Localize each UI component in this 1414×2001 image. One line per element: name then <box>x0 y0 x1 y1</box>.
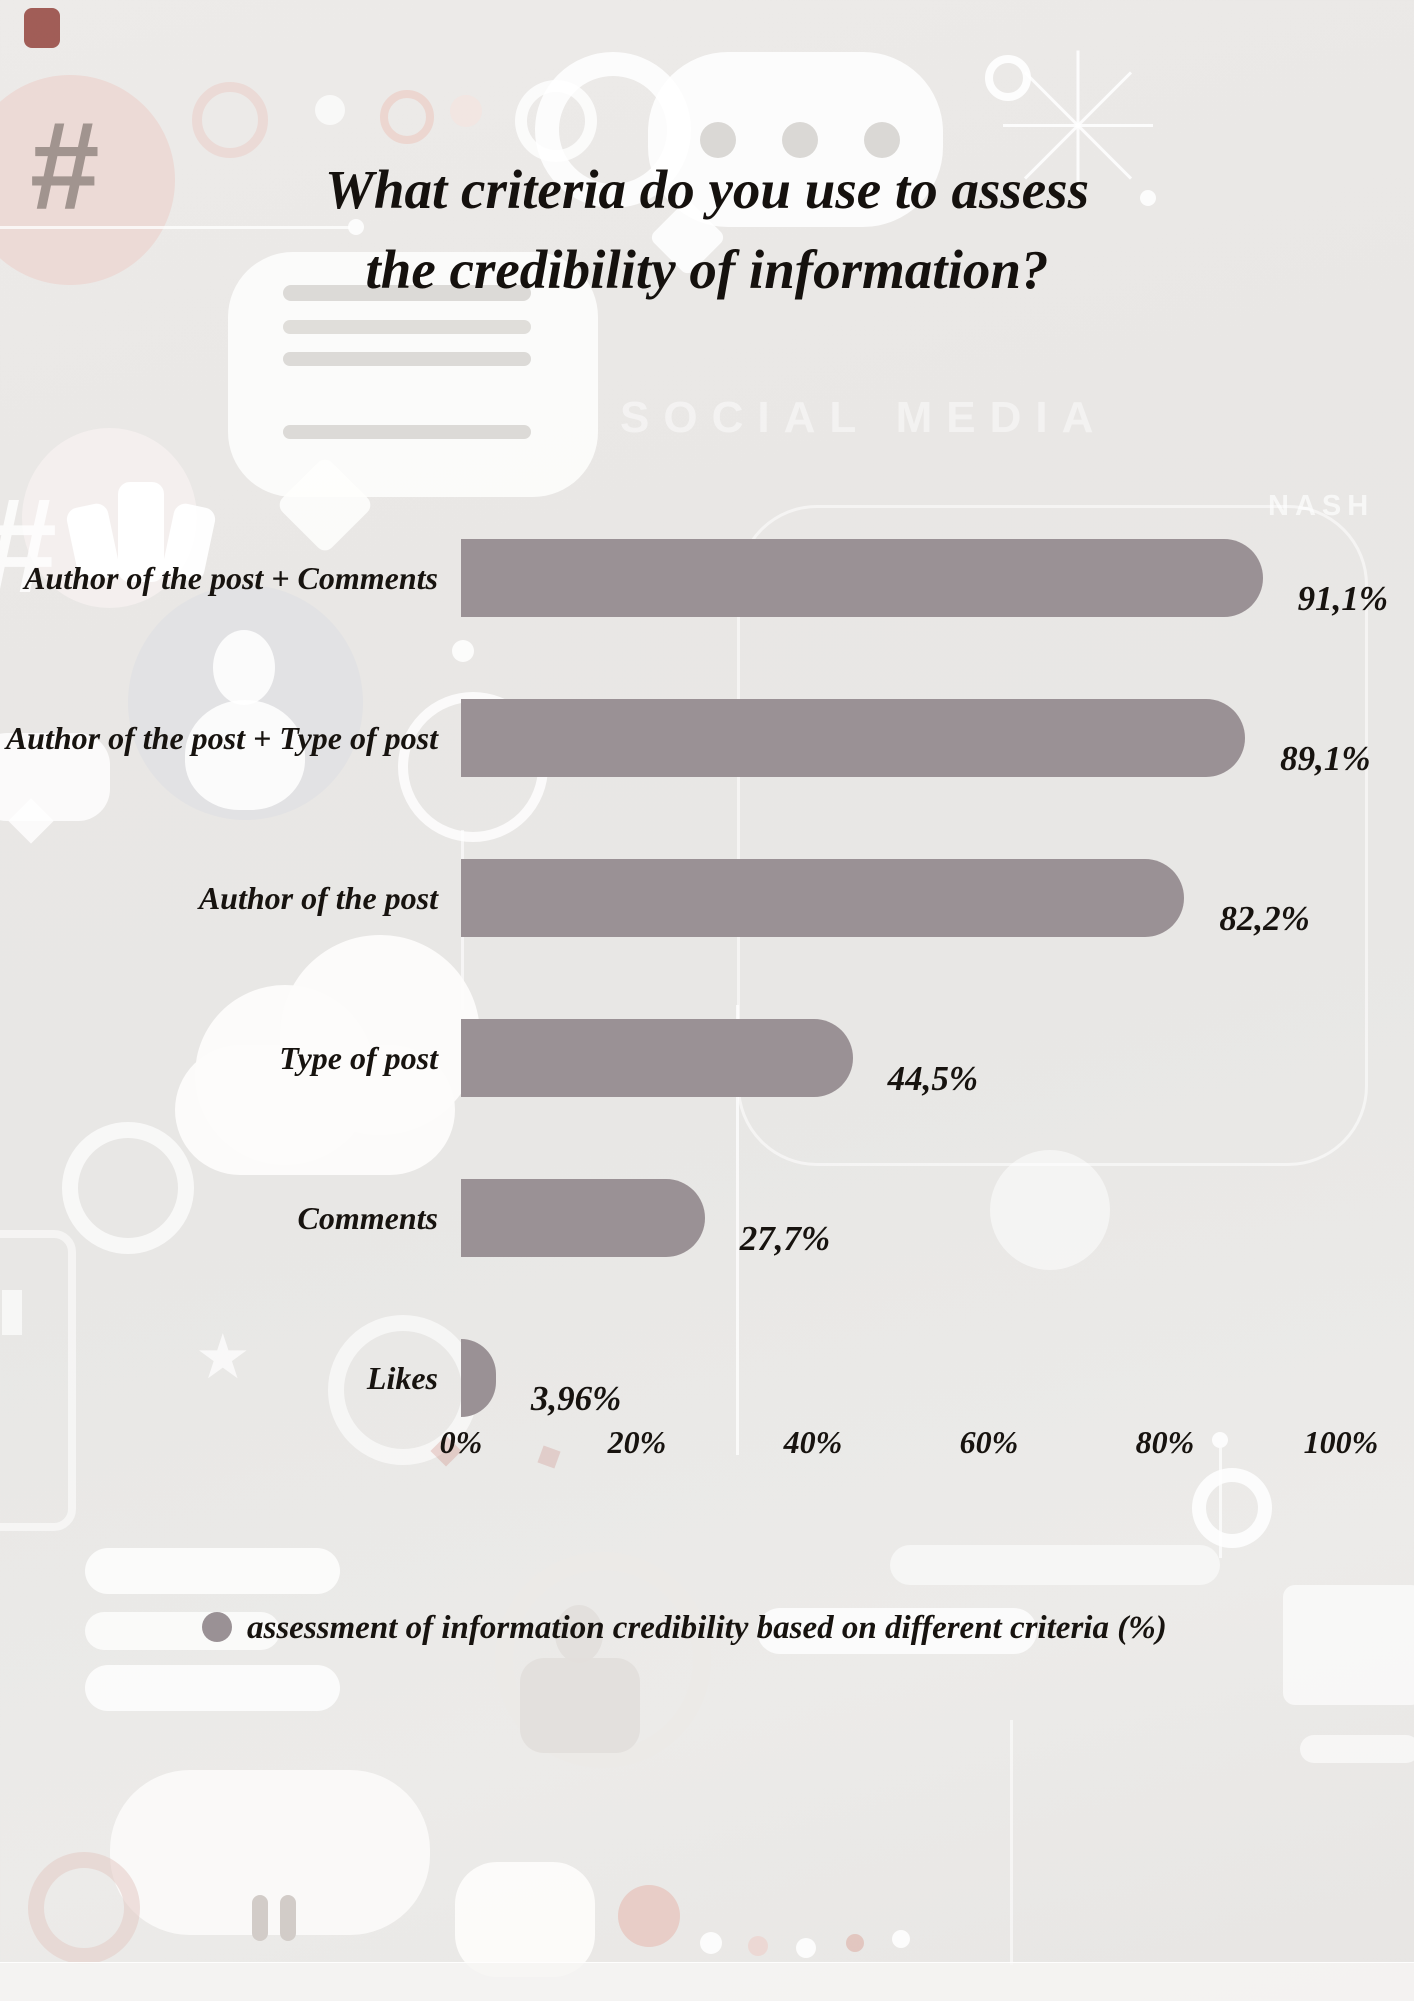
person-circle-decoration <box>495 1552 711 1768</box>
circle-decoration <box>380 90 434 144</box>
avatar-head <box>213 630 275 705</box>
bar-value: 3,96% <box>530 1379 622 1418</box>
bar-value: 89,1% <box>1280 739 1371 778</box>
line-decoration <box>1219 1448 1222 1558</box>
axis-tick: 40% <box>783 1424 843 1460</box>
bubble-line <box>283 320 531 334</box>
dot-decoration <box>892 1930 910 1948</box>
chart-title: What criteria do you use to assess the c… <box>0 150 1414 310</box>
bar-value: 44,5% <box>887 1059 978 1098</box>
speech-bubble-decoration <box>455 1862 595 1977</box>
legend-label: assessment of information credibility ba… <box>247 1609 1167 1646</box>
speech-bubble-tail <box>8 798 54 844</box>
line-dot <box>452 640 474 662</box>
bar <box>461 1339 496 1417</box>
bar <box>461 1179 705 1257</box>
circle-decoration <box>1140 190 1156 206</box>
chart-title-line2: the credibility of information? <box>365 239 1049 300</box>
bar <box>461 859 1185 937</box>
bar-label: Author of the post + Comments <box>24 559 438 596</box>
bar <box>461 539 1263 617</box>
line-decoration <box>736 1005 739 1455</box>
line-dot <box>1212 1432 1228 1448</box>
sparkle-decoration <box>537 1445 561 1469</box>
card-decoration <box>890 1545 1220 1585</box>
list-bar-decoration <box>85 1548 340 1594</box>
background-text-nash: NASH <box>1268 490 1375 522</box>
circle-decoration <box>618 1885 680 1947</box>
pause-bar <box>280 1895 296 1941</box>
bar-label: Comments <box>297 1199 438 1236</box>
red-square-decoration <box>24 8 60 48</box>
bar-value: 27,7% <box>739 1219 831 1258</box>
axis-tick: 80% <box>1135 1424 1195 1460</box>
chart-title-line1: What criteria do you use to assess <box>325 159 1089 220</box>
bubble-dot <box>864 122 900 158</box>
card-decoration <box>1300 1735 1414 1763</box>
chart-row: Author of the post + Type of post 89,1% <box>0 699 1414 778</box>
line-decoration <box>1010 1720 1013 1965</box>
bar-label: Author of the post + Type of post <box>5 719 438 756</box>
chart-row: Type of post 44,5% <box>0 1019 1414 1098</box>
dot-decoration <box>796 1938 816 1958</box>
bar-label: Author of the post <box>198 879 438 916</box>
dot-decoration <box>700 1932 722 1954</box>
axis-tick: 0% <box>439 1424 483 1460</box>
line-dot <box>348 219 364 235</box>
list-bar-decoration <box>85 1665 340 1711</box>
bubble-dot <box>782 122 818 158</box>
bar-value: 82,2% <box>1219 899 1310 938</box>
chart-row: Comments 27,7% <box>0 1179 1414 1258</box>
background-text-social-media: SOCIAL MEDIA <box>620 393 1108 442</box>
bubble-dot <box>700 122 736 158</box>
circle-decoration <box>1192 1468 1272 1548</box>
circle-decoration <box>985 55 1031 101</box>
chart-row: Author of the post 82,2% <box>0 859 1414 938</box>
axis-tick: 20% <box>607 1424 667 1460</box>
phone-screen-decoration <box>2 1290 22 1335</box>
legend-dot-icon <box>202 1612 232 1642</box>
circle-decoration <box>28 1852 140 1964</box>
chart-row: Likes 3,96% <box>0 1339 1414 1418</box>
axis-tick: 100% <box>1303 1424 1379 1460</box>
circle-decoration <box>450 95 482 127</box>
chart-row: Author of the post + Comments 91,1% <box>0 539 1414 618</box>
line-decoration <box>0 226 350 229</box>
axis-tick: 60% <box>959 1424 1019 1460</box>
bar <box>461 1019 853 1097</box>
circle-decoration <box>315 95 345 125</box>
person-body-decoration <box>520 1658 640 1753</box>
bar-label: Likes <box>366 1359 438 1396</box>
legend: assessment of information credibility ba… <box>0 1598 1414 1658</box>
bar-value: 91,1% <box>1297 579 1389 618</box>
dot-decoration <box>846 1934 864 1952</box>
bar <box>461 699 1246 777</box>
pause-bar <box>252 1895 268 1941</box>
dot-decoration <box>748 1936 768 1956</box>
bottom-strip-decoration <box>0 1962 1414 2001</box>
blob-decoration <box>110 1770 430 1935</box>
bar-label: Type of post <box>279 1039 438 1076</box>
bubble-line <box>283 425 531 439</box>
circle-decoration <box>192 82 268 158</box>
bubble-line <box>283 352 531 366</box>
